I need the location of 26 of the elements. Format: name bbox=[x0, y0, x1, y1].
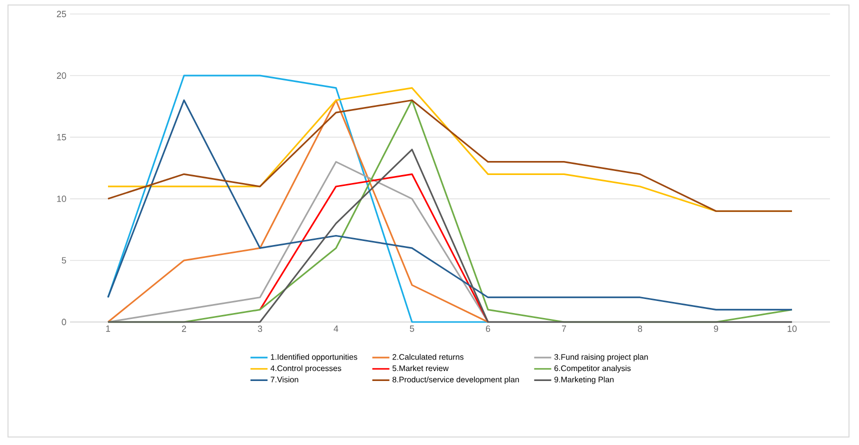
y-tick-label: 25 bbox=[56, 10, 66, 18]
y-tick-label: 0 bbox=[62, 318, 66, 326]
legend-label: 5.Market review bbox=[392, 365, 449, 372]
legend-label: 6.Competitor analysis bbox=[554, 365, 631, 373]
x-tick-label: 9 bbox=[714, 326, 718, 332]
legend-label: 4.Control processes bbox=[270, 365, 342, 373]
legend-label: 3.Fund raising project plan bbox=[554, 354, 648, 362]
x-tick-label: 4 bbox=[334, 326, 338, 332]
legend-label: 8.Product/service development plan bbox=[392, 376, 519, 384]
legend-label: 1.Identified opportunities bbox=[270, 354, 358, 362]
x-tick-label: 8 bbox=[638, 326, 642, 332]
line-series bbox=[259, 173, 489, 323]
legend-label: 7.Vision bbox=[270, 376, 298, 382]
legend-label: 2.Calculated returns bbox=[392, 354, 464, 360]
x-tick-label: 7 bbox=[562, 326, 566, 332]
x-tick-label: 5 bbox=[410, 326, 414, 332]
x-tick-label: 10 bbox=[788, 326, 797, 332]
y-tick-label: 15 bbox=[57, 134, 66, 140]
legend-label: 9.Marketing Plan bbox=[554, 376, 614, 384]
y-tick-label: 20 bbox=[56, 72, 66, 79]
y-tick-label: 5 bbox=[62, 257, 66, 264]
x-tick-label: 2 bbox=[182, 326, 186, 332]
y-tick-label: 10 bbox=[57, 196, 66, 202]
x-tick-label: 3 bbox=[258, 326, 262, 332]
x-tick-label: 6 bbox=[486, 326, 490, 332]
x-tick-label: 1 bbox=[106, 326, 110, 332]
